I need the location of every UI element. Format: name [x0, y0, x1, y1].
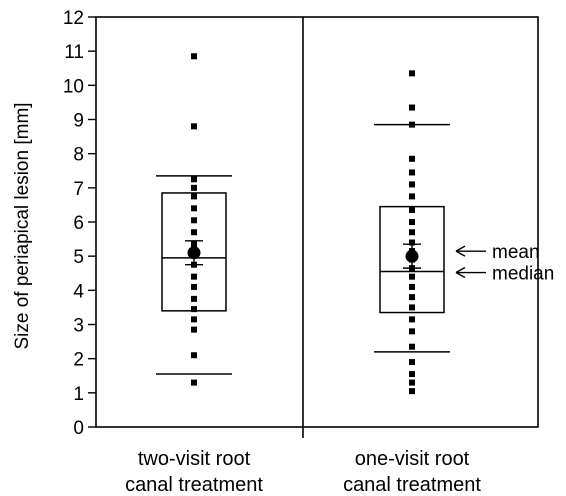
y-axis-title: Size of periapical lesion [mm]: [12, 102, 33, 349]
x-category-label: canal treatment: [343, 474, 481, 496]
y-tick-label: 11: [64, 42, 84, 63]
mean-arrow-head: [455, 245, 466, 257]
mean-marker: [187, 246, 201, 260]
y-tick-label: 4: [73, 281, 84, 302]
data-point: [191, 184, 197, 191]
data-point: [191, 379, 197, 386]
data-point: [409, 388, 415, 395]
median-annotation-label: median: [492, 264, 554, 285]
data-point: [409, 207, 415, 214]
y-tick-label: 2: [73, 350, 84, 371]
mean-annotation-label: mean: [492, 242, 540, 263]
data-point: [409, 343, 415, 350]
y-tick-label: 3: [73, 316, 84, 337]
data-point: [409, 239, 415, 246]
data-point: [409, 169, 415, 176]
y-tick-label: 1: [73, 384, 84, 405]
data-point: [409, 70, 415, 77]
data-point: [191, 217, 197, 224]
y-tick-label: 12: [63, 8, 84, 29]
mean-marker: [405, 249, 419, 263]
data-point: [409, 379, 415, 386]
median-arrow-head: [455, 266, 466, 279]
data-point: [191, 306, 197, 313]
x-category-label: canal treatment: [125, 474, 263, 496]
y-tick-label: 7: [73, 179, 84, 200]
data-point: [409, 121, 415, 128]
data-point: [191, 229, 197, 236]
data-point: [191, 295, 197, 302]
box-iqr: [379, 205, 445, 314]
data-point: [191, 53, 197, 60]
data-point: [191, 326, 197, 333]
data-point: [191, 205, 197, 212]
data-point: [409, 294, 415, 301]
data-point: [409, 181, 415, 188]
data-point: [409, 304, 415, 311]
data-point: [191, 176, 197, 183]
data-point: [409, 328, 415, 335]
y-tick-label: 0: [73, 418, 84, 439]
data-point: [409, 193, 415, 200]
data-point: [191, 352, 197, 359]
x-category-label: one-visit root: [355, 448, 470, 470]
data-point: [409, 371, 415, 378]
y-tick-label: 6: [73, 213, 84, 234]
data-point: [409, 273, 415, 280]
data-point: [409, 316, 415, 323]
data-point: [409, 155, 415, 162]
x-category-label: two-visit root: [138, 448, 251, 470]
data-point: [191, 123, 197, 130]
data-point: [409, 283, 415, 290]
data-point: [191, 316, 197, 323]
y-tick-label: 10: [63, 76, 84, 97]
data-point: [191, 193, 197, 200]
data-point: [409, 104, 415, 111]
data-point: [191, 273, 197, 280]
data-point: [409, 219, 415, 225]
y-tick-label: 8: [73, 145, 84, 166]
data-point: [191, 283, 197, 290]
data-point: [409, 359, 415, 366]
y-tick-label: 9: [73, 111, 84, 132]
y-tick-label: 5: [73, 247, 84, 268]
data-point: [409, 229, 415, 236]
